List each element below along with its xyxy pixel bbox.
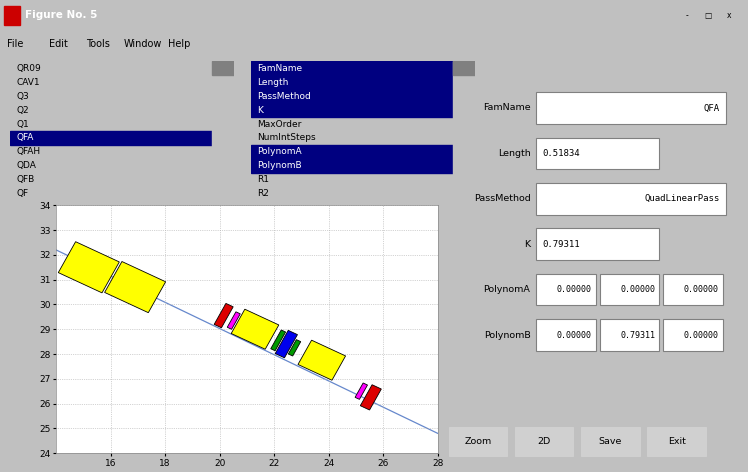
Bar bbox=[212, 61, 234, 201]
Polygon shape bbox=[231, 309, 279, 349]
Bar bbox=[453, 61, 475, 201]
FancyBboxPatch shape bbox=[663, 319, 723, 351]
Text: 0.00000: 0.00000 bbox=[684, 330, 718, 339]
Polygon shape bbox=[227, 312, 240, 329]
Bar bbox=[453, 61, 475, 76]
Bar bbox=[212, 61, 234, 76]
Text: PassMethod: PassMethod bbox=[473, 194, 530, 203]
FancyBboxPatch shape bbox=[536, 183, 726, 214]
Polygon shape bbox=[361, 385, 381, 410]
FancyBboxPatch shape bbox=[600, 319, 660, 351]
Text: PolynomA: PolynomA bbox=[257, 147, 302, 156]
Text: Zoom: Zoom bbox=[465, 437, 491, 446]
Polygon shape bbox=[288, 340, 301, 356]
Text: R2: R2 bbox=[257, 189, 269, 198]
Text: 0.00000: 0.00000 bbox=[557, 285, 592, 294]
Text: FamName: FamName bbox=[483, 103, 530, 112]
Text: PolynomB: PolynomB bbox=[257, 161, 302, 170]
Text: R1: R1 bbox=[257, 175, 269, 184]
Bar bbox=[4, 6, 20, 25]
Text: Exit: Exit bbox=[668, 437, 686, 446]
Text: PassMethod: PassMethod bbox=[257, 92, 311, 101]
Text: 0.79311: 0.79311 bbox=[542, 240, 580, 249]
Text: -: - bbox=[686, 11, 689, 20]
Text: QFAH: QFAH bbox=[16, 147, 40, 156]
Bar bbox=[251, 145, 453, 159]
Text: Window: Window bbox=[123, 39, 162, 49]
Text: 0.79311: 0.79311 bbox=[620, 330, 655, 339]
Bar bbox=[648, 427, 706, 456]
Polygon shape bbox=[105, 261, 165, 312]
Text: QF: QF bbox=[16, 189, 28, 198]
Text: □: □ bbox=[705, 11, 712, 20]
Text: Q3: Q3 bbox=[16, 92, 29, 101]
FancyBboxPatch shape bbox=[536, 93, 726, 124]
Text: MaxOrder: MaxOrder bbox=[257, 119, 301, 128]
Bar bbox=[251, 76, 453, 89]
Bar bbox=[251, 159, 453, 173]
Text: QFA: QFA bbox=[16, 134, 34, 143]
Text: PolynomB: PolynomB bbox=[484, 330, 530, 339]
Text: Figure No. 5: Figure No. 5 bbox=[25, 10, 98, 20]
Text: 0.00000: 0.00000 bbox=[557, 330, 592, 339]
Text: QFB: QFB bbox=[16, 175, 34, 184]
FancyBboxPatch shape bbox=[536, 274, 596, 305]
Text: PolynomA: PolynomA bbox=[484, 285, 530, 294]
Polygon shape bbox=[271, 330, 286, 351]
Bar bbox=[699, 3, 717, 27]
Polygon shape bbox=[355, 383, 367, 399]
Polygon shape bbox=[275, 330, 298, 358]
Bar bbox=[720, 3, 738, 27]
FancyBboxPatch shape bbox=[663, 274, 723, 305]
Text: 2D: 2D bbox=[538, 437, 551, 446]
FancyBboxPatch shape bbox=[600, 274, 660, 305]
Text: Q1: Q1 bbox=[16, 119, 29, 128]
Text: x: x bbox=[727, 11, 732, 20]
Bar bbox=[10, 131, 212, 145]
Bar bbox=[581, 427, 640, 456]
Text: Length: Length bbox=[497, 149, 530, 158]
Bar bbox=[678, 3, 696, 27]
Text: 0.00000: 0.00000 bbox=[684, 285, 718, 294]
Text: Help: Help bbox=[168, 39, 191, 49]
Text: Q2: Q2 bbox=[16, 106, 29, 115]
Text: FamName: FamName bbox=[257, 64, 302, 73]
Polygon shape bbox=[298, 340, 346, 380]
Polygon shape bbox=[58, 242, 120, 293]
Bar bbox=[251, 103, 453, 117]
Text: 0.00000: 0.00000 bbox=[620, 285, 655, 294]
Text: CAV1: CAV1 bbox=[16, 78, 40, 87]
Polygon shape bbox=[214, 303, 233, 328]
FancyBboxPatch shape bbox=[536, 319, 596, 351]
Text: File: File bbox=[7, 39, 24, 49]
Text: Edit: Edit bbox=[49, 39, 67, 49]
Text: QFA: QFA bbox=[704, 103, 720, 112]
Bar bbox=[449, 427, 507, 456]
Text: Length: Length bbox=[257, 78, 289, 87]
Text: NumIntSteps: NumIntSteps bbox=[257, 134, 316, 143]
FancyBboxPatch shape bbox=[536, 138, 659, 169]
Text: 0.51834: 0.51834 bbox=[542, 149, 580, 158]
Text: QuadLinearPass: QuadLinearPass bbox=[645, 194, 720, 203]
Text: Tools: Tools bbox=[86, 39, 110, 49]
Text: QDA: QDA bbox=[16, 161, 37, 170]
Bar bbox=[251, 89, 453, 103]
Bar bbox=[251, 61, 453, 76]
Text: K: K bbox=[257, 106, 263, 115]
Text: K: K bbox=[524, 240, 530, 249]
FancyBboxPatch shape bbox=[536, 228, 659, 260]
Text: Save: Save bbox=[598, 437, 622, 446]
Bar bbox=[515, 427, 574, 456]
Text: QR09: QR09 bbox=[16, 64, 41, 73]
